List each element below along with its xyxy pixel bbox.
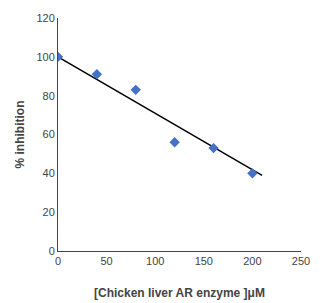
svg-text:120: 120 [36, 12, 54, 24]
svg-text:0: 0 [55, 255, 61, 267]
svg-text:250: 250 [292, 255, 310, 267]
svg-text:100: 100 [146, 255, 164, 267]
svg-text:[Chicken liver AR enzyme ]μM: [Chicken liver AR enzyme ]μM [94, 286, 265, 300]
svg-text:40: 40 [43, 167, 55, 179]
svg-text:80: 80 [43, 90, 55, 102]
svg-text:200: 200 [243, 255, 261, 267]
svg-text:0: 0 [49, 245, 55, 257]
svg-text:150: 150 [195, 255, 213, 267]
svg-text:100: 100 [36, 51, 54, 63]
svg-text:20: 20 [43, 206, 55, 218]
svg-text:60: 60 [43, 128, 55, 140]
svg-text:% inhibition: % inhibition [13, 101, 27, 169]
svg-text:50: 50 [100, 255, 112, 267]
